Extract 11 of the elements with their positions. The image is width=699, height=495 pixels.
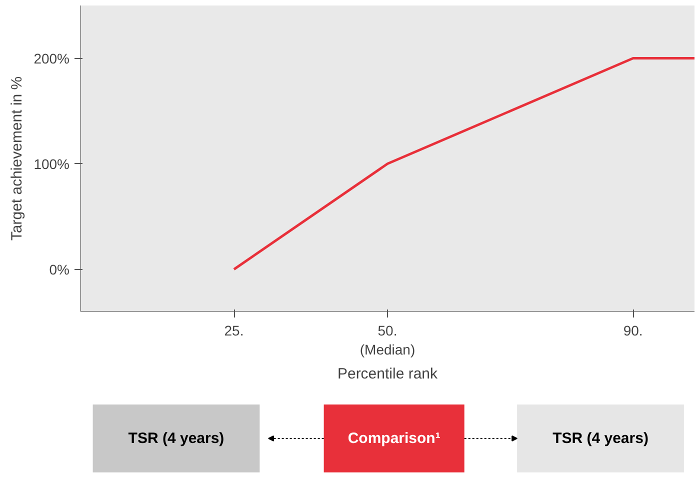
- y-tick-label: 0%: [49, 261, 70, 278]
- y-axis-title: Target achievement in %: [8, 76, 26, 241]
- y-tick-label: 200%: [34, 50, 70, 66]
- x-axis-title: Percentile rank: [337, 366, 438, 383]
- text: Comparison¹: [348, 430, 440, 447]
- y-tick-label: 100%: [34, 156, 70, 172]
- x-tick-label: 50. (Median): [360, 322, 416, 358]
- x-tick-label: 25.: [224, 322, 244, 338]
- text: TSR (4 years): [128, 430, 224, 447]
- text: TSR (4 years): [552, 430, 648, 447]
- x-tick-label: 90.: [623, 322, 643, 338]
